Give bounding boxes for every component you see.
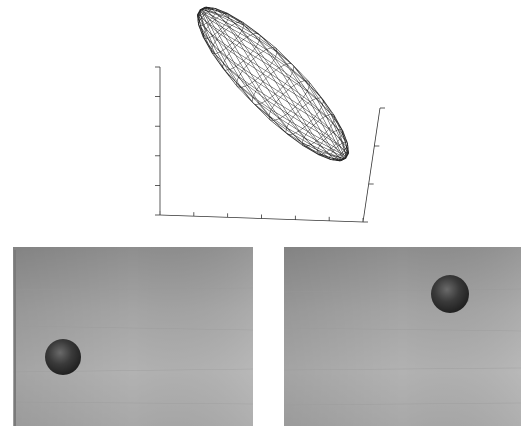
mesh-edge bbox=[226, 48, 243, 61]
mesh-edge bbox=[304, 138, 318, 150]
mesh-edge bbox=[329, 136, 336, 148]
mesh-edge bbox=[291, 87, 310, 101]
mesh-edge bbox=[304, 132, 308, 138]
mesh-edge bbox=[236, 61, 243, 67]
mesh-edge bbox=[229, 18, 243, 30]
mesh-edge bbox=[256, 47, 270, 66]
mesh-edge bbox=[233, 43, 244, 61]
mesh-edge bbox=[252, 102, 254, 105]
mesh-edge bbox=[229, 27, 239, 43]
mesh-edge bbox=[290, 114, 296, 121]
mesh-edge bbox=[321, 98, 331, 114]
mesh-edge bbox=[260, 36, 261, 41]
mesh-edge bbox=[302, 138, 304, 143]
mesh-edge bbox=[334, 130, 339, 132]
mesh-edge bbox=[340, 156, 341, 158]
photo-left bbox=[13, 247, 253, 426]
mesh-edge bbox=[251, 47, 257, 54]
mesh-edge bbox=[238, 30, 242, 36]
mesh-edge bbox=[217, 39, 232, 50]
mesh-edge bbox=[320, 141, 324, 146]
mesh-edge bbox=[215, 54, 225, 70]
figure bbox=[0, 0, 521, 428]
mesh-edge bbox=[197, 16, 198, 17]
mesh-edge bbox=[204, 10, 205, 12]
mesh-edge bbox=[319, 105, 322, 111]
mesh-edge bbox=[334, 115, 341, 129]
axes bbox=[155, 67, 385, 222]
mesh-edge bbox=[210, 20, 222, 28]
mesh-edge bbox=[220, 52, 236, 66]
mesh-edge bbox=[326, 114, 331, 116]
mesh-edge bbox=[286, 132, 302, 142]
mesh-edge bbox=[296, 114, 314, 125]
mesh-edge bbox=[215, 52, 220, 54]
mesh-edge bbox=[302, 99, 313, 119]
mesh-edge bbox=[240, 22, 253, 34]
mesh-edge bbox=[293, 134, 306, 146]
mesh-edge bbox=[226, 18, 228, 23]
mesh-edge bbox=[253, 90, 257, 97]
mesh-edge bbox=[260, 100, 267, 104]
mesh-edge bbox=[276, 102, 290, 121]
mesh-edge bbox=[286, 128, 287, 133]
mesh-edge bbox=[307, 125, 317, 141]
mesh-edge bbox=[242, 26, 244, 31]
mesh-edge bbox=[244, 26, 260, 36]
mesh-edge bbox=[207, 20, 211, 23]
mesh-edge bbox=[236, 66, 255, 80]
mesh-edge bbox=[213, 39, 217, 45]
mesh-edge bbox=[225, 70, 230, 71]
mesh-edge bbox=[212, 32, 217, 36]
mesh-edge bbox=[320, 116, 326, 120]
mesh-edge bbox=[329, 123, 333, 129]
mesh-edge bbox=[208, 36, 213, 38]
mesh-edge bbox=[220, 48, 226, 52]
mesh-edge bbox=[329, 132, 334, 136]
mesh-edge bbox=[293, 131, 300, 134]
mesh-edge bbox=[326, 116, 338, 130]
mesh-edge bbox=[233, 43, 251, 54]
mesh-edge bbox=[247, 34, 254, 37]
mesh-edge bbox=[210, 16, 213, 20]
mesh-edge bbox=[324, 141, 336, 149]
mesh-edge bbox=[279, 64, 286, 68]
mesh-edge bbox=[232, 50, 243, 70]
mesh-edge bbox=[242, 30, 256, 46]
mesh-edge bbox=[223, 57, 226, 63]
mesh-edge bbox=[289, 71, 293, 78]
mesh-edge bbox=[303, 107, 314, 125]
mesh-edge bbox=[222, 23, 226, 28]
mesh-edge bbox=[303, 107, 320, 120]
mesh-edge bbox=[208, 38, 220, 52]
mesh-edge bbox=[316, 98, 321, 99]
mesh-edge bbox=[210, 20, 217, 32]
photo-right bbox=[284, 247, 521, 426]
mesh-edge bbox=[303, 102, 310, 108]
mesh-edge bbox=[336, 145, 340, 148]
mesh-edge bbox=[211, 50, 223, 63]
mesh-edge bbox=[317, 146, 319, 151]
ellipsoid-wireframe bbox=[197, 7, 348, 161]
mesh-edge bbox=[333, 148, 336, 152]
mesh-edge bbox=[314, 119, 329, 130]
axis-line bbox=[363, 108, 380, 222]
